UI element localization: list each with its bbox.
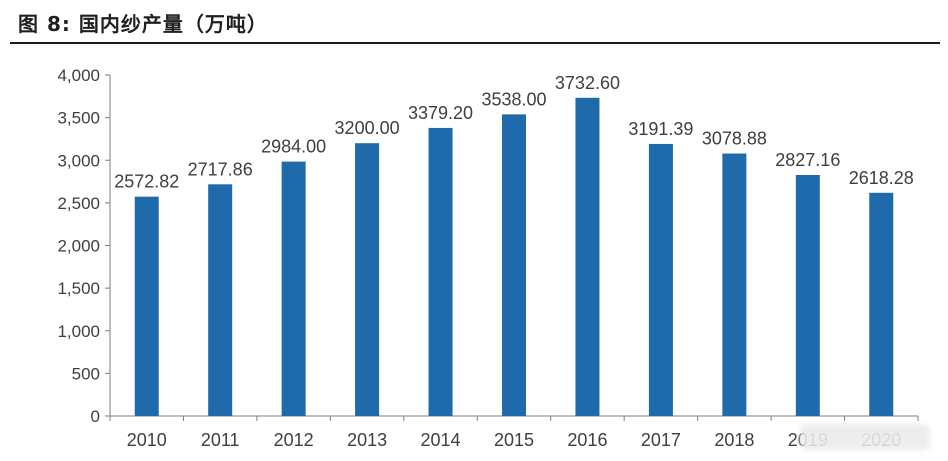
figure-title: 图 8: 国内纱产量（万吨） — [18, 12, 268, 36]
x-tick-label: 2016 — [567, 430, 607, 450]
y-tick-label: 1,000 — [57, 322, 100, 341]
x-tick-label: 2017 — [641, 430, 681, 450]
y-tick-label: 3,500 — [57, 109, 100, 128]
data-label: 2618.28 — [849, 168, 914, 188]
x-tick-label: 2015 — [494, 430, 534, 450]
bar — [575, 97, 600, 417]
data-label: 2717.86 — [188, 159, 253, 179]
x-tick-label: 2011 — [201, 430, 240, 450]
bar — [428, 127, 453, 416]
y-tick-label: 4,000 — [57, 66, 100, 85]
watermark-blur — [800, 424, 930, 450]
bar — [281, 161, 306, 416]
bar — [722, 153, 747, 416]
data-label: 3078.88 — [702, 129, 767, 149]
data-label: 3379.20 — [408, 103, 473, 123]
title-divider — [10, 42, 940, 44]
bar — [869, 192, 894, 416]
data-label: 3200.00 — [335, 118, 400, 138]
data-label: 3732.60 — [555, 73, 620, 93]
x-tick-label: 2013 — [347, 430, 387, 450]
bar — [648, 143, 673, 416]
data-label: 2984.00 — [261, 137, 326, 157]
bar — [795, 174, 820, 416]
y-tick-label: 2,500 — [57, 194, 100, 213]
x-tick-label: 2014 — [421, 430, 461, 450]
x-tick-label: 2018 — [714, 430, 754, 450]
bar — [355, 143, 380, 416]
data-label: 2827.16 — [775, 150, 840, 170]
data-label: 3191.39 — [628, 119, 693, 139]
bar — [208, 184, 233, 416]
x-tick-label: 2012 — [274, 430, 314, 450]
y-tick-label: 0 — [91, 407, 100, 426]
y-tick-label: 2,000 — [57, 237, 100, 256]
y-tick-label: 500 — [72, 364, 100, 383]
data-label: 2572.82 — [114, 172, 179, 192]
y-tick-label: 3,000 — [57, 151, 100, 170]
y-tick-label: 1,500 — [57, 279, 100, 298]
x-tick-label: 2010 — [127, 430, 167, 450]
bar — [134, 196, 159, 416]
bar — [502, 114, 526, 416]
data-label: 3538.00 — [481, 89, 546, 109]
